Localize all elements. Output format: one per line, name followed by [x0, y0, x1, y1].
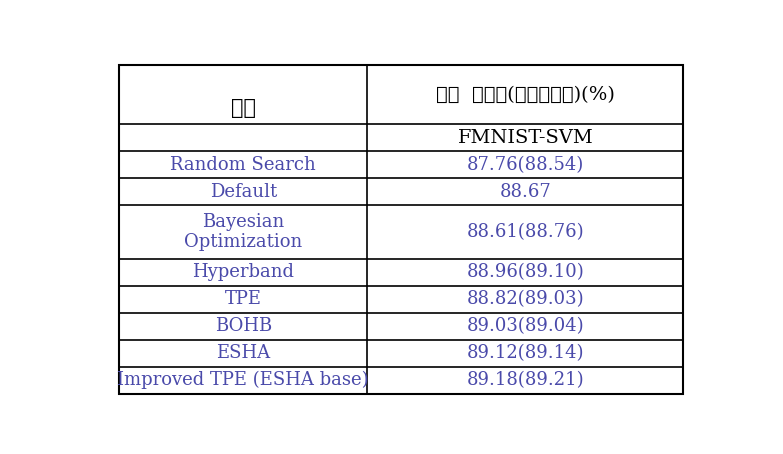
Text: 89.18(89.21): 89.18(89.21) [467, 371, 584, 389]
Text: Default: Default [210, 183, 277, 201]
Text: 기법: 기법 [231, 99, 256, 118]
Text: Improved TPE (ESHA base): Improved TPE (ESHA base) [117, 371, 369, 389]
Text: 88.82(89.03): 88.82(89.03) [467, 290, 584, 308]
Text: 88.67: 88.67 [500, 183, 551, 201]
Text: BOHB: BOHB [215, 317, 272, 335]
Text: 88.61(88.76): 88.61(88.76) [467, 223, 584, 241]
Text: Random Search: Random Search [171, 156, 316, 173]
Text: ESHA: ESHA [216, 344, 270, 362]
Text: 87.76(88.54): 87.76(88.54) [467, 156, 584, 173]
Text: 89.03(89.04): 89.03(89.04) [467, 317, 584, 335]
Text: 89.12(89.14): 89.12(89.14) [467, 344, 584, 362]
Text: Bayesian
Optimization: Bayesian Optimization [184, 212, 302, 252]
Text: 평균  정확도(최고정확도)(%): 평균 정확도(최고정확도)(%) [436, 86, 615, 104]
Text: 88.96(89.10): 88.96(89.10) [467, 263, 584, 281]
Text: Hyperband: Hyperband [193, 263, 294, 281]
Text: TPE: TPE [225, 290, 262, 308]
Text: FMNIST-SVM: FMNIST-SVM [457, 128, 594, 147]
